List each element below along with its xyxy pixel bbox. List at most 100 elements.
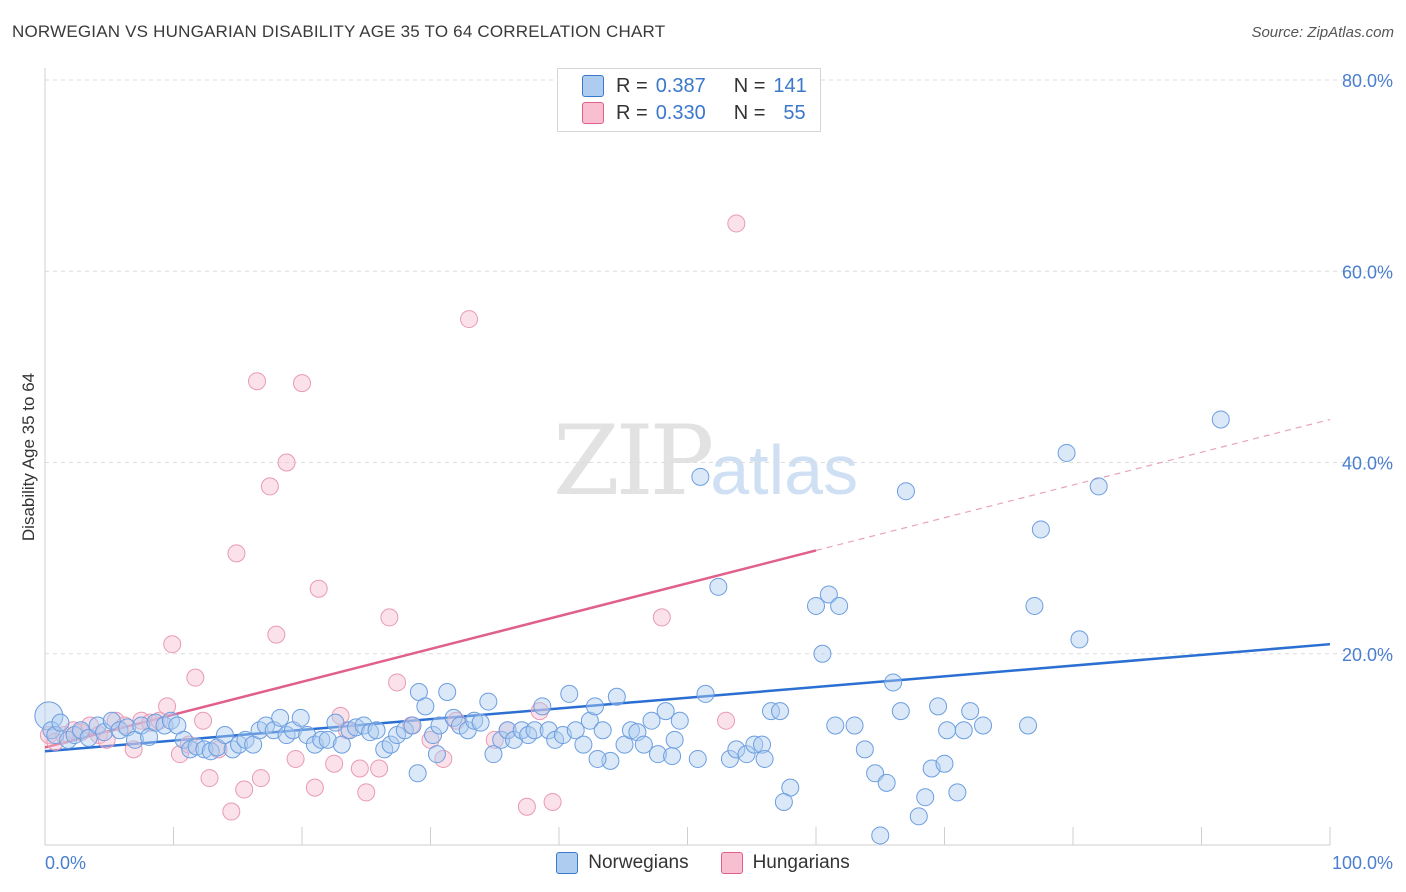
norwegians-point xyxy=(332,735,351,754)
norwegians-point xyxy=(444,708,463,727)
norwegians-point xyxy=(593,721,612,740)
norwegians-point xyxy=(424,726,443,745)
norwegians-point xyxy=(291,708,310,727)
hungarians-point xyxy=(200,769,219,788)
norwegians-point xyxy=(656,702,675,721)
norwegians-point xyxy=(891,702,910,721)
norwegians-point xyxy=(574,735,593,754)
norwegians-point xyxy=(71,721,90,740)
legend-row-hungarians: R = 0.330 N = 55 xyxy=(582,100,806,126)
y-tick-label: 40.0% xyxy=(1342,454,1393,474)
norwegians-point xyxy=(525,721,544,740)
norwegians-points xyxy=(34,410,1230,845)
hungarians-point xyxy=(305,778,324,797)
watermark-atlas: atlas xyxy=(710,431,859,509)
norwegians-point xyxy=(826,716,845,735)
legend-n-label: N = xyxy=(733,74,766,97)
norwegians-point xyxy=(215,726,234,745)
axes xyxy=(44,68,1331,846)
norwegians-point xyxy=(916,788,935,807)
norwegians-point xyxy=(813,644,832,663)
hungarians-trend-dashed xyxy=(815,418,1331,552)
norwegians-point xyxy=(948,783,967,802)
legend-r-label: R = xyxy=(616,74,648,97)
norwegians-point xyxy=(877,773,896,792)
norwegians-point xyxy=(430,716,449,735)
chart-title: NORWEGIAN VS HUNGARIAN DISABILITY AGE 35… xyxy=(12,22,666,41)
norwegians-point xyxy=(974,716,993,735)
norwegians-point xyxy=(560,684,579,703)
grid-lines xyxy=(45,79,1392,655)
norwegians-point xyxy=(102,711,121,730)
norwegians-point xyxy=(709,577,728,596)
hungarians-point xyxy=(39,726,58,745)
norwegians-point xyxy=(566,721,585,740)
norwegians-point xyxy=(381,735,400,754)
hungarians-point xyxy=(106,711,125,730)
norwegians-point xyxy=(1211,410,1230,429)
legend-r-label: R = xyxy=(616,101,648,124)
hungarians-point xyxy=(251,769,270,788)
hungarians-point xyxy=(485,730,504,749)
norwegians-point xyxy=(771,702,790,721)
source-label: Source: ZipAtlas.com xyxy=(1251,24,1394,41)
norwegians-point xyxy=(367,721,386,740)
norwegians-point xyxy=(533,697,552,716)
tick-labels: 20.0% 40.0% 60.0% 80.0% 0.0% 100.0% xyxy=(45,71,1393,873)
norwegians-point xyxy=(871,826,890,845)
norwegians-point xyxy=(427,745,446,764)
bottom-legend-swatch-hungarians xyxy=(720,852,743,874)
bottom-legend-label-hungarians: Hungarians xyxy=(752,852,850,873)
norwegians-point xyxy=(479,692,498,711)
norwegians-point xyxy=(438,683,457,701)
norwegians-point xyxy=(737,745,756,764)
legend-swatch-hungarians xyxy=(582,102,604,124)
bottom-legend-swatch-norwegians xyxy=(556,852,579,874)
hungarians-point xyxy=(350,759,369,778)
legend-n-value: 55 xyxy=(783,101,806,124)
norwegians-point xyxy=(866,764,885,783)
x-tick-label: 0.0% xyxy=(45,853,86,873)
hungarians-point xyxy=(530,702,549,721)
y-tick-label: 80.0% xyxy=(1342,71,1393,91)
norwegians-point xyxy=(909,807,928,826)
hungarians-point xyxy=(186,668,205,687)
hungarians-point xyxy=(222,802,241,821)
norwegians-point xyxy=(819,585,838,604)
y-axis-label: Disability Age 35 to 64 xyxy=(19,373,38,541)
norwegians-point xyxy=(498,721,517,740)
hungarians-point xyxy=(124,740,143,759)
norwegians-point xyxy=(408,764,427,783)
hungarians-point xyxy=(260,477,279,496)
norwegians-point xyxy=(465,711,484,730)
watermark: ZIPatlas xyxy=(553,405,858,517)
norwegians-point xyxy=(642,711,661,730)
hungarians-point xyxy=(357,783,376,802)
norwegians-point xyxy=(830,596,849,615)
norwegians-point xyxy=(588,749,607,768)
norwegians-point xyxy=(807,596,825,615)
legend-n-value: 141 xyxy=(773,74,807,97)
hungarians-point xyxy=(370,759,389,778)
norwegians-point xyxy=(88,716,107,735)
hungarians-point xyxy=(248,372,267,391)
norwegians-point xyxy=(648,745,667,764)
norwegians-point xyxy=(755,749,774,768)
norwegians-point xyxy=(935,754,954,773)
watermark-zip: ZIP xyxy=(553,405,714,517)
hungarians-point xyxy=(293,374,311,393)
norwegians-point xyxy=(720,749,739,768)
norwegians-point xyxy=(346,718,365,737)
hungarians-point xyxy=(267,625,286,644)
trend-lines xyxy=(44,418,1331,753)
norwegians-point xyxy=(585,697,604,716)
hungarians-point xyxy=(380,608,399,627)
norwegians-point xyxy=(961,702,980,721)
norwegians-point xyxy=(361,723,380,742)
norwegians-point xyxy=(492,730,511,749)
norwegians-point xyxy=(670,711,689,730)
hungarians-point xyxy=(727,214,746,233)
norwegians-point xyxy=(665,730,684,749)
norwegians-point xyxy=(1031,520,1050,539)
